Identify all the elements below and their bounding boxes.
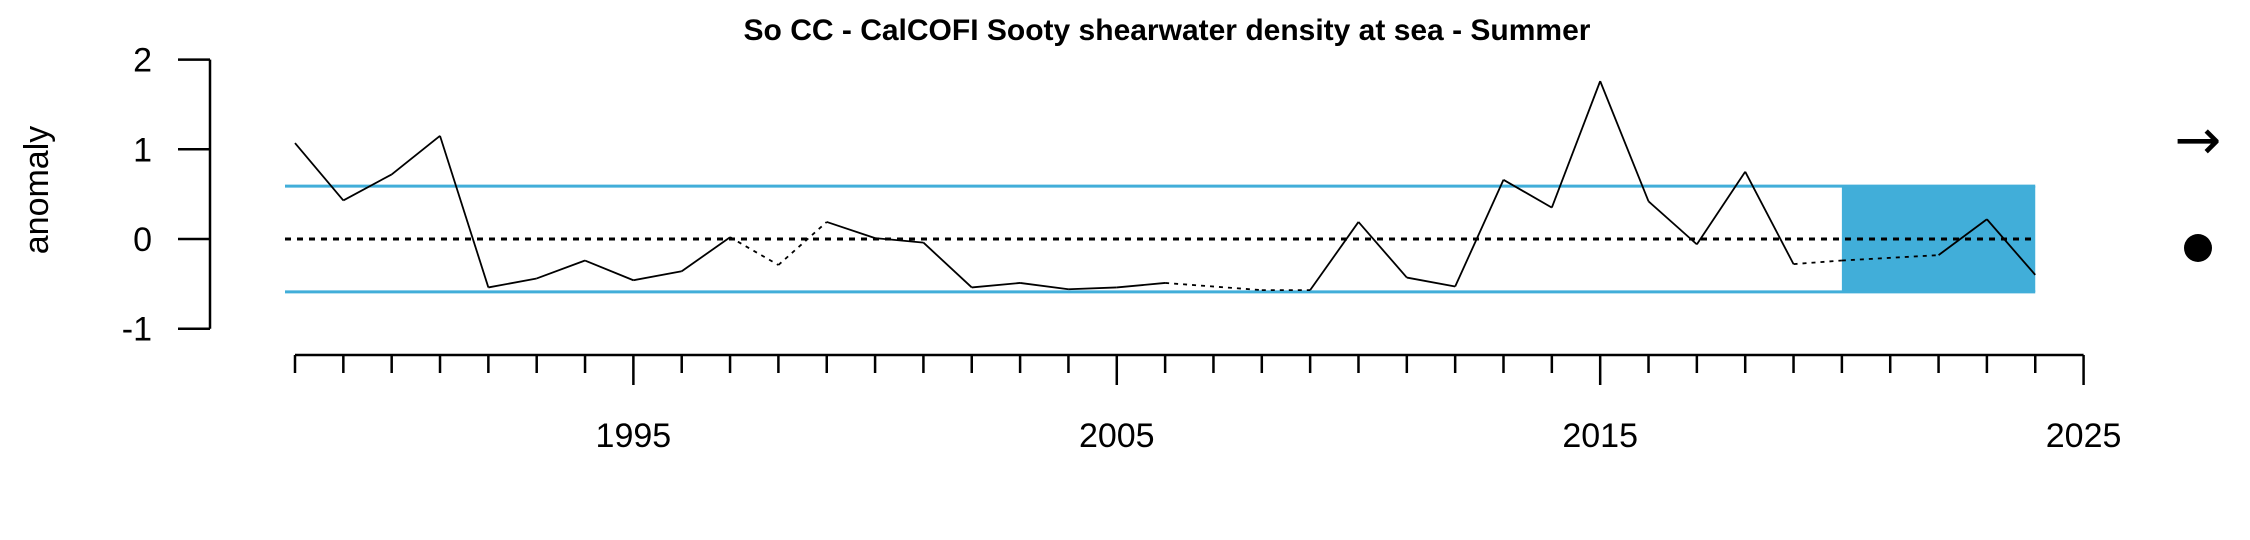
series-segment (1938, 218, 1988, 256)
series-segment (1454, 179, 1505, 287)
series-segment (294, 142, 345, 202)
series-layer (294, 80, 2036, 292)
series-segment (681, 236, 731, 273)
y-tick-label: 1 (133, 131, 152, 169)
series-segment (488, 277, 537, 289)
series-segment (874, 237, 924, 244)
series-segment (391, 135, 441, 176)
series-segment (1068, 286, 1117, 291)
series-segment (633, 270, 682, 282)
series-segment (922, 241, 973, 289)
series-segment (1647, 200, 1698, 246)
series-segment (1550, 80, 1602, 208)
series-segment (826, 221, 876, 239)
series-segment (1986, 218, 2036, 276)
series-gap-segment (729, 236, 779, 266)
series-segment (1406, 276, 1456, 288)
series-segment (1744, 171, 1795, 265)
mean-dot-icon (2184, 234, 2212, 262)
y-axis-title: anomaly (18, 126, 56, 255)
y-tick-label: 0 (133, 221, 152, 259)
series-gap-segment (1165, 282, 1262, 292)
series-segment (439, 135, 490, 288)
x-tick-label: 2015 (1562, 417, 1638, 455)
series-gap-segment (1841, 254, 1939, 262)
series-segment (971, 282, 1021, 289)
series-segment (342, 173, 393, 202)
y-tick-label: 2 (133, 42, 152, 80)
series-segment (1019, 282, 1069, 291)
x-tick-label: 2005 (1079, 417, 1155, 455)
series-segment (1309, 221, 1360, 291)
axes: 2 1 0 -1 1995 2005 2015 2025 (122, 42, 2122, 455)
series-gap-segment (777, 221, 828, 266)
series-gap-segment (1793, 259, 1842, 266)
series-segment (1116, 282, 1166, 289)
series-segment (1599, 80, 1650, 202)
x-tick-label: 1995 (596, 417, 672, 455)
series-segment (1696, 171, 1746, 245)
series-segment (1357, 221, 1408, 279)
series-segment (584, 259, 634, 282)
series-segment (1503, 179, 1553, 209)
x-tick-label: 2025 (2046, 417, 2122, 455)
chart-title: So CC - CalCOFI Sooty shearwater density… (744, 14, 1591, 47)
trend-arrow-icon: → (2175, 108, 2222, 173)
series-segment (536, 259, 586, 280)
sd-band-layer (285, 184, 2036, 294)
y-tick-label: -1 (122, 311, 152, 349)
